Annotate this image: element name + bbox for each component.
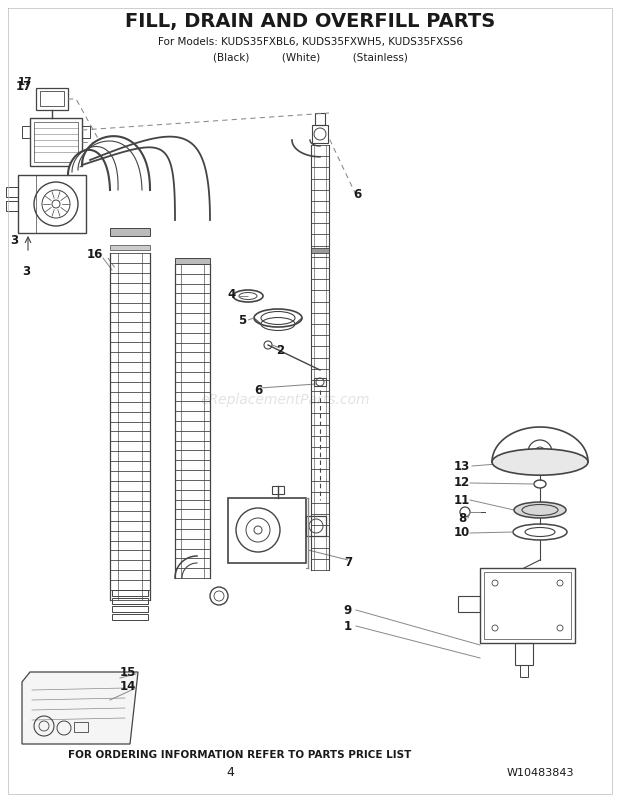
- Text: 9: 9: [344, 603, 352, 617]
- Text: 17: 17: [17, 77, 32, 87]
- Bar: [6, 201, 18, 211]
- Bar: [112, 606, 148, 612]
- Text: FILL, DRAIN AND OVERFILL PARTS: FILL, DRAIN AND OVERFILL PARTS: [125, 13, 495, 31]
- Bar: [40, 91, 64, 106]
- Text: 4: 4: [228, 287, 236, 301]
- Text: 14: 14: [120, 679, 136, 692]
- Bar: [112, 590, 148, 596]
- Text: 1: 1: [344, 619, 352, 633]
- Text: W10483843: W10483843: [507, 768, 574, 778]
- Bar: [311, 248, 329, 253]
- Text: 12: 12: [454, 476, 470, 489]
- Bar: [520, 665, 528, 677]
- Polygon shape: [22, 672, 138, 744]
- Bar: [30, 118, 82, 166]
- PathPatch shape: [68, 136, 150, 190]
- Bar: [110, 228, 150, 236]
- Text: 16: 16: [87, 249, 103, 261]
- Bar: [112, 614, 148, 620]
- Ellipse shape: [492, 449, 588, 476]
- Bar: [175, 258, 210, 264]
- Bar: [74, 722, 88, 732]
- Bar: [228, 498, 306, 563]
- Bar: [315, 113, 325, 125]
- Bar: [112, 598, 148, 604]
- Bar: [18, 175, 36, 233]
- Text: (Black)          (White)          (Stainless): (Black) (White) (Stainless): [213, 52, 407, 62]
- PathPatch shape: [82, 136, 210, 220]
- Bar: [480, 568, 575, 643]
- Bar: [22, 126, 30, 138]
- Bar: [484, 572, 571, 639]
- Bar: [312, 125, 328, 143]
- Text: FOR ORDERING INFORMATION REFER TO PARTS PRICE LIST: FOR ORDERING INFORMATION REFER TO PARTS …: [68, 750, 412, 760]
- Text: For Models: KUDS35FXBL6, KUDS35FXWH5, KUDS35FXSS6: For Models: KUDS35FXBL6, KUDS35FXWH5, KU…: [157, 37, 463, 47]
- Text: 5: 5: [238, 314, 246, 326]
- Text: 2: 2: [276, 343, 284, 357]
- Bar: [110, 245, 150, 250]
- Text: 4: 4: [226, 767, 234, 780]
- Text: 3: 3: [22, 265, 30, 278]
- Text: 17: 17: [16, 80, 32, 94]
- Bar: [18, 175, 86, 233]
- Circle shape: [460, 507, 470, 517]
- Text: 15: 15: [120, 666, 136, 678]
- Ellipse shape: [514, 502, 566, 518]
- Text: 13: 13: [454, 460, 470, 472]
- Bar: [314, 378, 326, 386]
- Bar: [458, 596, 480, 612]
- Text: 11: 11: [454, 493, 470, 507]
- Bar: [6, 187, 18, 197]
- Text: 6: 6: [254, 383, 262, 396]
- Text: 8: 8: [458, 512, 466, 525]
- Text: 7: 7: [344, 556, 352, 569]
- Bar: [306, 516, 326, 536]
- Text: 3: 3: [10, 233, 18, 246]
- Text: 6: 6: [353, 188, 361, 201]
- Circle shape: [264, 341, 272, 349]
- Bar: [82, 126, 90, 138]
- Bar: [515, 643, 533, 665]
- Bar: [34, 122, 78, 162]
- Bar: [36, 88, 68, 110]
- Bar: [272, 486, 284, 494]
- Text: 10: 10: [454, 526, 470, 540]
- Text: eReplacementParts.com: eReplacementParts.com: [200, 393, 370, 407]
